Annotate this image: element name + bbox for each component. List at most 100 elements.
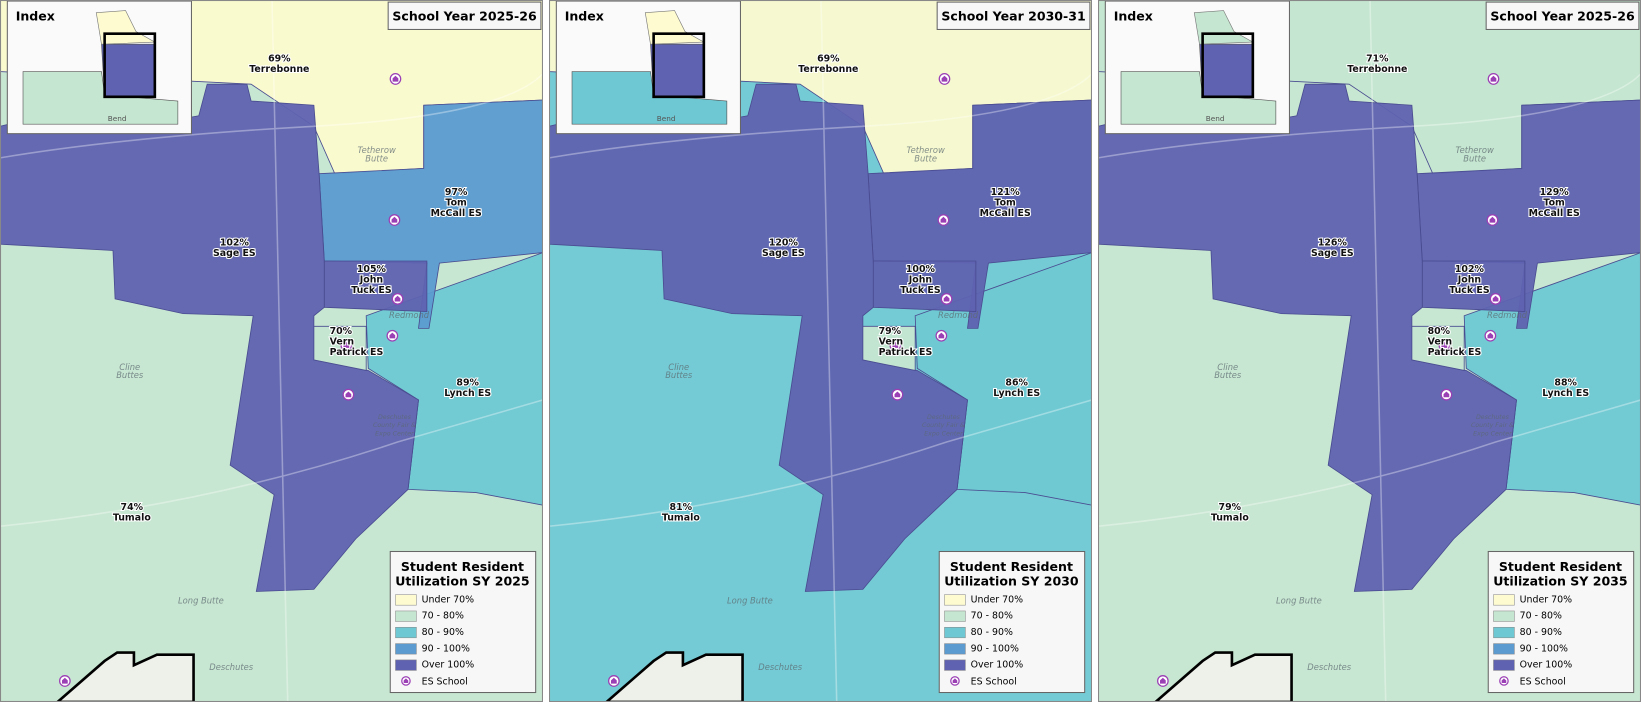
place-label: County Fair & (922, 421, 965, 429)
school-glyph (940, 216, 947, 223)
place-label: Butte (1463, 153, 1486, 163)
legend-swatch (1493, 610, 1515, 622)
index-place: Bend (657, 114, 676, 123)
school-glyph (1443, 391, 1450, 398)
zone-label: Lynch ES (993, 388, 1040, 399)
place-label: Buttes (665, 370, 693, 380)
zone (365, 252, 543, 506)
school-glyph (1441, 342, 1448, 348)
legend-swatch (944, 643, 966, 655)
index-area (1199, 43, 1254, 98)
legend-label: 80 - 90% (971, 627, 1013, 638)
place-label: Deschutes (209, 662, 253, 672)
legend-label: Under 70% (1520, 594, 1572, 605)
school-glyph (389, 332, 396, 339)
zone-label: Terrebonne (249, 64, 309, 75)
zone-label: Tom (994, 198, 1016, 209)
index-title: Index (16, 8, 55, 23)
legend-title: Student Resident (950, 559, 1073, 574)
index-area (22, 71, 179, 125)
place-label: Deschutes (1307, 662, 1351, 672)
place-label: Expo Center (924, 430, 963, 438)
legend-label: ES School (1520, 676, 1566, 687)
place-label: Cline (119, 362, 140, 372)
legend-label: 80 - 90% (1520, 627, 1562, 638)
zone-label: McCall ES (431, 208, 482, 219)
place-label: Butte (914, 153, 937, 163)
zone-label: Tumalo (662, 512, 700, 523)
zone-label: 88% (1554, 378, 1577, 389)
school-glyph (1501, 678, 1507, 684)
zone-label: Vern (1428, 337, 1452, 348)
zone-label: 129% (1540, 187, 1570, 198)
zone-label: Terrebonne (1347, 64, 1407, 75)
road (1098, 0, 1641, 702)
school-glyph (61, 677, 68, 684)
place-label: Tetherow (1456, 145, 1494, 155)
legend-swatch (395, 643, 417, 655)
city-outline (1153, 651, 1293, 702)
legend-swatch (1493, 643, 1515, 655)
school-glyph (952, 678, 958, 684)
place-label: Long Butte (178, 595, 224, 605)
zone-label: John (1457, 274, 1481, 285)
road (549, 0, 1092, 702)
zone-label: Tuck ES (351, 285, 392, 296)
zone-label: 79% (1219, 502, 1242, 513)
zone-label: Sage ES (1311, 248, 1354, 259)
index-area (650, 43, 705, 98)
legend-label: 70 - 80% (422, 611, 464, 622)
zone-label: 105% (357, 264, 387, 275)
legend-swatch (944, 627, 966, 639)
school-glyph (343, 342, 350, 348)
place-label: Deschutes (758, 662, 802, 672)
road (0, 0, 543, 702)
place-label: County Fair & (1471, 421, 1514, 429)
place-label: Tetherow (907, 145, 945, 155)
index-area (101, 43, 156, 98)
zone-label: Vern (330, 337, 354, 348)
zone-label: 80% (1428, 326, 1451, 337)
legend-label: ES School (971, 676, 1017, 687)
zone-label: Tumalo (113, 512, 151, 523)
index-title: Index (1114, 8, 1153, 23)
zone-label: Vern (879, 337, 903, 348)
title-box (936, 1, 1091, 30)
zone-label: 74% (121, 502, 144, 513)
zone (862, 325, 916, 371)
school-glyph (610, 677, 617, 684)
legend-swatch (944, 659, 966, 671)
zone-label: 120% (769, 238, 799, 249)
index-frame (1201, 32, 1255, 99)
legend-label: ES School (422, 676, 468, 687)
zone-label: 102% (1455, 264, 1485, 275)
index-place: Bend (108, 114, 127, 123)
title-box (1485, 1, 1640, 30)
legend-swatch (395, 627, 417, 639)
place-label: Buttes (1214, 370, 1242, 380)
place-label: Butte (365, 153, 388, 163)
school-glyph (1490, 75, 1497, 82)
zone-label: 89% (456, 378, 479, 389)
zone (313, 325, 367, 371)
zone (1411, 325, 1465, 371)
zone (549, 83, 968, 592)
legend-swatch (1493, 594, 1515, 606)
legend-swatch (1493, 627, 1515, 639)
legend-title: Student Resident (1499, 559, 1622, 574)
zone-label: Sage ES (213, 248, 256, 259)
zone-label: Tumalo (1211, 512, 1249, 523)
index-frame (652, 32, 706, 99)
zone-label: Tuck ES (900, 285, 941, 296)
legend-swatch (395, 610, 417, 622)
school-glyph (1159, 677, 1166, 684)
zone-label: Patrick ES (879, 347, 933, 358)
legend-label: 90 - 100% (971, 643, 1019, 654)
legend-label: 90 - 100% (1520, 643, 1568, 654)
zone-label: 69% (268, 53, 291, 64)
zone-label: Patrick ES (330, 347, 384, 358)
index-area (571, 71, 728, 125)
